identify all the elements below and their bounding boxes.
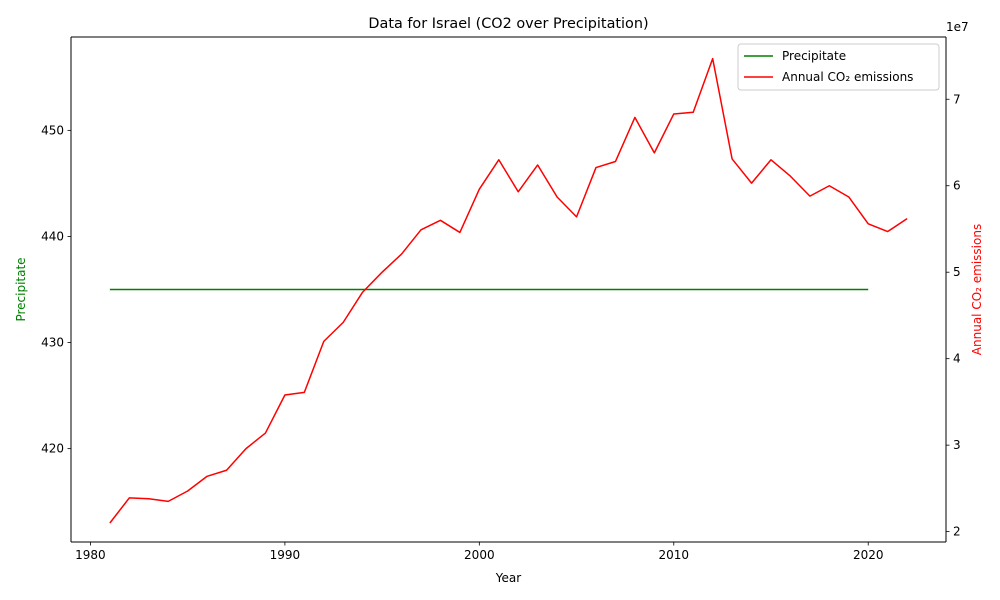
y-right-tick-label: 4 <box>953 352 961 366</box>
series-layer <box>109 57 908 524</box>
x-tick-label: 2020 <box>853 548 884 562</box>
legend-box <box>737 43 940 91</box>
legend: Precipitate Annual CO₂ emissions <box>737 43 940 91</box>
y-right-tick-label: 3 <box>953 438 961 452</box>
y-right-tick-label: 7 <box>953 92 961 106</box>
y-axis-ticks: 420 430 440 450 <box>41 123 71 456</box>
x-tick-label: 2000 <box>464 548 495 562</box>
y-tick-label: 440 <box>41 229 64 243</box>
y-right-axis-ticks: 2 3 4 5 6 7 <box>946 92 961 539</box>
x-tick-label: 1990 <box>270 548 301 562</box>
chart-title: Data for Israel (CO2 over Precipitation) <box>368 16 648 32</box>
x-tick-label: 1980 <box>75 548 106 562</box>
x-axis-label: Year <box>495 571 521 585</box>
y-axis-label: Precipitate <box>14 257 28 321</box>
series-line-co2 <box>109 57 908 524</box>
y-tick-label: 450 <box>41 123 64 137</box>
axes-spines <box>70 36 947 543</box>
y-right-axis-label: Annual CO₂ emissions <box>970 224 984 355</box>
y-right-axis-multiplier: 1e7 <box>946 20 969 34</box>
legend-label-co2: Annual CO₂ emissions <box>782 70 913 84</box>
y-tick-label: 420 <box>41 442 64 456</box>
y-tick-label: 430 <box>41 336 64 350</box>
x-axis-ticks: 1980 1990 2000 2010 2020 <box>75 542 883 562</box>
y-right-tick-label: 2 <box>953 525 961 539</box>
legend-label-precipitate: Precipitate <box>782 49 846 63</box>
x-tick-label: 2010 <box>659 548 690 562</box>
y-right-tick-label: 6 <box>953 179 961 193</box>
y-right-tick-label: 5 <box>953 265 961 279</box>
